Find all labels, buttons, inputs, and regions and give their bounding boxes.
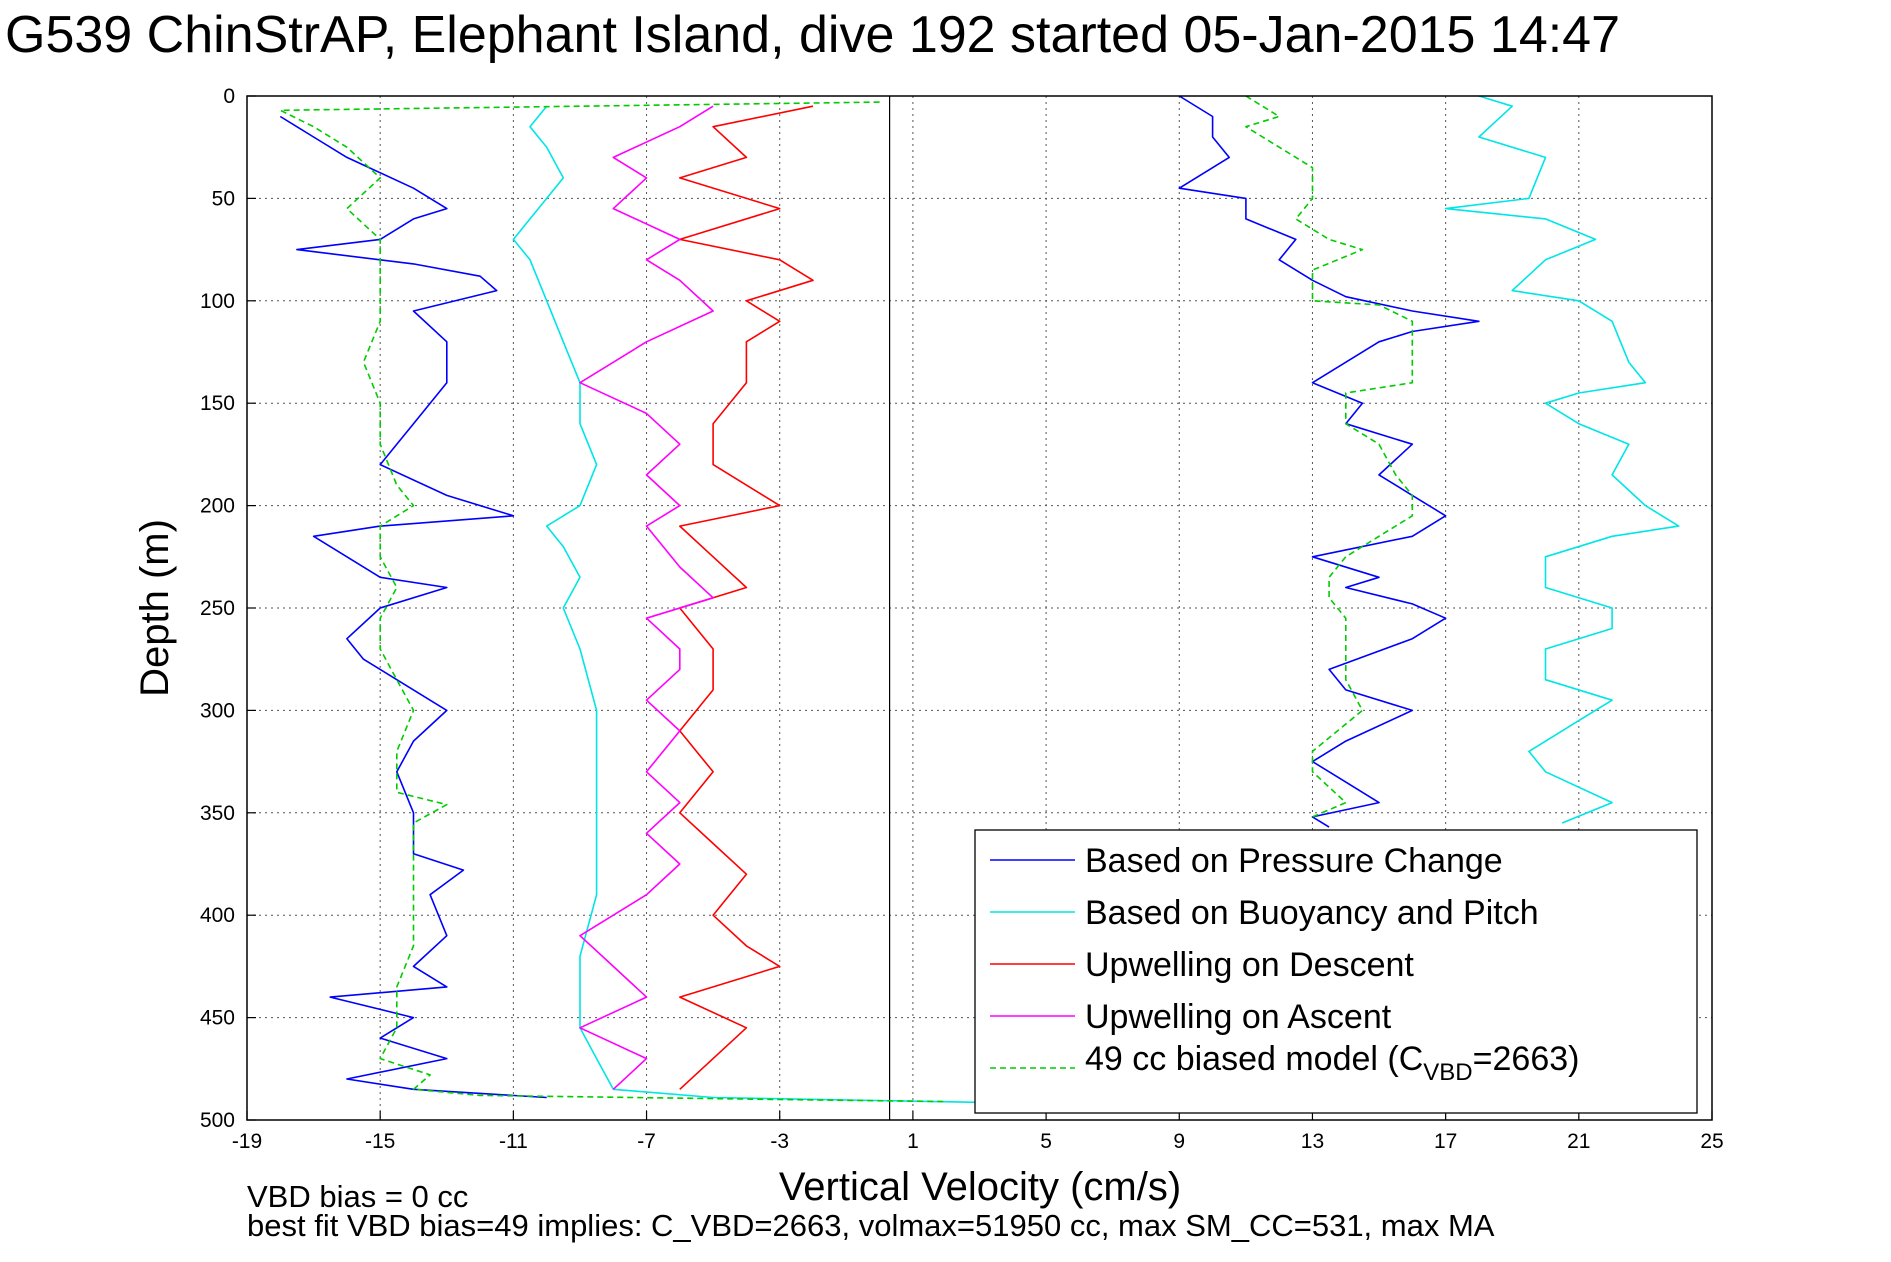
series-line-ascent (1245, 95, 1414, 818)
y-tick-label: 450 (200, 1007, 235, 1030)
legend-entry: Upwelling on Descent (1085, 946, 1414, 984)
y-axis-label: Depth (m) (133, 519, 177, 697)
x-tick-label: 9 (1173, 1130, 1185, 1153)
x-tick-label: -19 (232, 1130, 262, 1153)
x-tick-label: 21 (1567, 1130, 1590, 1153)
axis-ticks: -19 -15 -11 -7 -3 1 5 9 13 17 21 250501001502002503… (200, 85, 1724, 1153)
x-tick-label: 5 (1040, 1130, 1052, 1153)
y-tick-label: 350 (200, 802, 235, 825)
y-tick-label: 150 (200, 392, 235, 415)
y-tick-label: 50 (212, 187, 235, 210)
legend-suffix: =2663) (1473, 1040, 1580, 1078)
x-tick-label: -3 (770, 1130, 789, 1153)
legend-entry: Based on Pressure Change (1085, 842, 1503, 880)
legend-subscript: VBD (1423, 1059, 1472, 1086)
x-tick-label: -11 (499, 1130, 528, 1153)
y-tick-label: 500 (200, 1109, 235, 1132)
y-tick-label: 0 (223, 85, 235, 108)
series-line-descent (279, 115, 547, 1099)
x-axis-label: Vertical Velocity (cm/s) (779, 1165, 1181, 1209)
x-tick-label: -7 (637, 1130, 656, 1153)
y-tick-label: 300 (200, 699, 235, 722)
legend-entry: Based on Buoyancy and Pitch (1085, 894, 1539, 932)
x-tick-label: 13 (1301, 1130, 1324, 1153)
x-tick-label: 17 (1434, 1130, 1457, 1153)
best-fit-note: best fit VBD bias=49 implies: C_VBD=2663… (247, 1208, 1495, 1243)
y-tick-label: 200 (200, 495, 235, 518)
series-line-descent (279, 101, 947, 1103)
x-tick-label: 1 (907, 1130, 919, 1153)
legend-box (974, 829, 1698, 1114)
y-tick-label: 400 (200, 904, 235, 927)
series-line-ascent (1178, 95, 1480, 828)
x-tick-label: 25 (1700, 1130, 1723, 1153)
series-layer (279, 95, 1680, 1120)
series-line-ascent (1444, 95, 1680, 824)
x-tick-label: -15 (365, 1130, 395, 1153)
y-tick-label: 100 (200, 290, 235, 313)
series-line-profile (679, 105, 814, 1090)
series-line-profile (579, 105, 714, 1090)
chart-title: G539 ChinStrAP, Elephant Island, dive 19… (5, 6, 1620, 64)
vbd-bias-note: VBD bias = 0 cc (247, 1179, 468, 1214)
legend: Based on Pressure Change Based on Buoyanc… (974, 829, 1698, 1114)
legend-entry: Upwelling on Ascent (1085, 998, 1392, 1036)
y-tick-label: 250 (200, 597, 235, 620)
series-line-descent (512, 105, 1080, 1107)
